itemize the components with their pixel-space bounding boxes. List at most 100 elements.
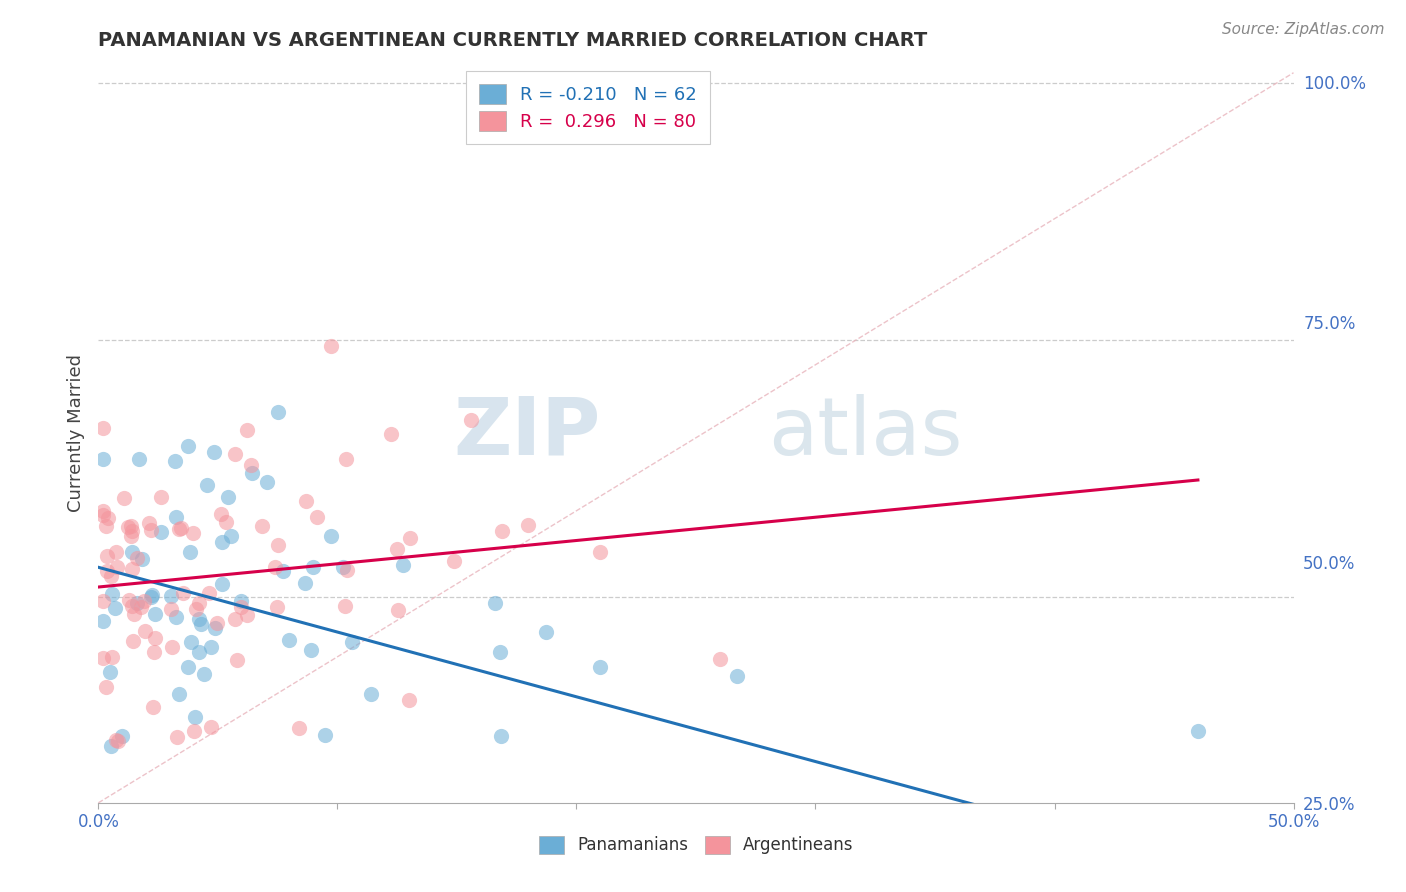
Point xyxy=(104,545,127,559)
Point xyxy=(360,687,382,701)
Point xyxy=(195,478,218,492)
Point xyxy=(134,624,156,638)
Point xyxy=(91,651,114,665)
Point xyxy=(101,650,124,665)
Point xyxy=(91,504,114,518)
Point xyxy=(709,652,731,666)
Point xyxy=(165,510,187,524)
Point xyxy=(141,588,163,602)
Point xyxy=(287,722,309,736)
Text: PANAMANIAN VS ARGENTINEAN CURRENTLY MARRIED CORRELATION CHART: PANAMANIAN VS ARGENTINEAN CURRENTLY MARR… xyxy=(98,30,928,50)
Point xyxy=(167,522,190,536)
Point xyxy=(165,610,187,624)
Point xyxy=(120,519,142,533)
Point xyxy=(112,491,135,505)
Point xyxy=(202,444,225,458)
Point xyxy=(111,729,134,743)
Point xyxy=(229,594,252,608)
Point xyxy=(96,564,118,578)
Point xyxy=(217,490,239,504)
Point xyxy=(240,467,263,481)
Point xyxy=(491,524,513,538)
Point xyxy=(143,607,166,622)
Y-axis label: Currently Married: Currently Married xyxy=(66,353,84,512)
Point xyxy=(229,599,252,614)
Point xyxy=(145,631,167,645)
Point xyxy=(460,413,482,427)
Point xyxy=(224,612,246,626)
Point xyxy=(236,608,259,623)
Point xyxy=(125,596,148,610)
Point xyxy=(188,596,211,610)
Point xyxy=(188,612,211,626)
Point xyxy=(128,451,150,466)
Point xyxy=(180,635,202,649)
Point xyxy=(335,452,357,467)
Point xyxy=(398,693,420,707)
Point xyxy=(118,592,141,607)
Point xyxy=(215,515,238,529)
Point xyxy=(277,632,299,647)
Point xyxy=(91,451,114,466)
Point xyxy=(299,643,322,657)
Point xyxy=(91,508,114,522)
Point xyxy=(105,733,128,747)
Point xyxy=(256,475,278,489)
Point xyxy=(392,558,415,573)
Point xyxy=(97,511,120,525)
Point xyxy=(188,645,211,659)
Point xyxy=(267,538,290,552)
Point xyxy=(129,599,152,614)
Point xyxy=(166,730,188,744)
Point xyxy=(183,525,205,540)
Text: ZIP: ZIP xyxy=(453,393,600,472)
Point xyxy=(319,529,342,543)
Point xyxy=(96,680,118,694)
Point xyxy=(200,640,222,654)
Point xyxy=(236,423,259,437)
Point xyxy=(385,542,408,557)
Point xyxy=(179,545,201,559)
Point xyxy=(159,602,181,616)
Point xyxy=(100,569,122,583)
Point xyxy=(332,560,354,574)
Point xyxy=(536,625,558,640)
Point xyxy=(489,730,512,744)
Point xyxy=(98,665,121,680)
Point xyxy=(589,660,612,674)
Point xyxy=(725,668,748,682)
Point xyxy=(1187,723,1209,738)
Point xyxy=(141,523,163,537)
Point xyxy=(120,529,142,543)
Point xyxy=(142,699,165,714)
Point xyxy=(91,614,114,628)
Point xyxy=(340,635,363,649)
Point xyxy=(333,599,356,614)
Point xyxy=(204,621,226,635)
Point xyxy=(387,603,409,617)
Point xyxy=(122,634,145,648)
Point xyxy=(443,554,465,568)
Point xyxy=(211,535,233,549)
Point xyxy=(380,426,402,441)
Point xyxy=(190,617,212,632)
Legend: Panamanians, Argentineans: Panamanians, Argentineans xyxy=(531,829,860,861)
Point xyxy=(139,590,162,604)
Point xyxy=(143,645,166,659)
Point xyxy=(488,645,510,659)
Point xyxy=(295,494,318,508)
Point xyxy=(211,577,233,591)
Point xyxy=(319,339,342,353)
Point xyxy=(266,600,288,615)
Point xyxy=(273,564,295,578)
Point xyxy=(170,521,193,535)
Point xyxy=(91,421,114,435)
Text: atlas: atlas xyxy=(768,393,962,472)
Point xyxy=(183,723,205,738)
Point xyxy=(177,440,200,454)
Point xyxy=(193,667,215,681)
Point xyxy=(184,601,207,615)
Point xyxy=(314,728,336,742)
Point xyxy=(134,593,156,607)
Point xyxy=(484,596,506,610)
